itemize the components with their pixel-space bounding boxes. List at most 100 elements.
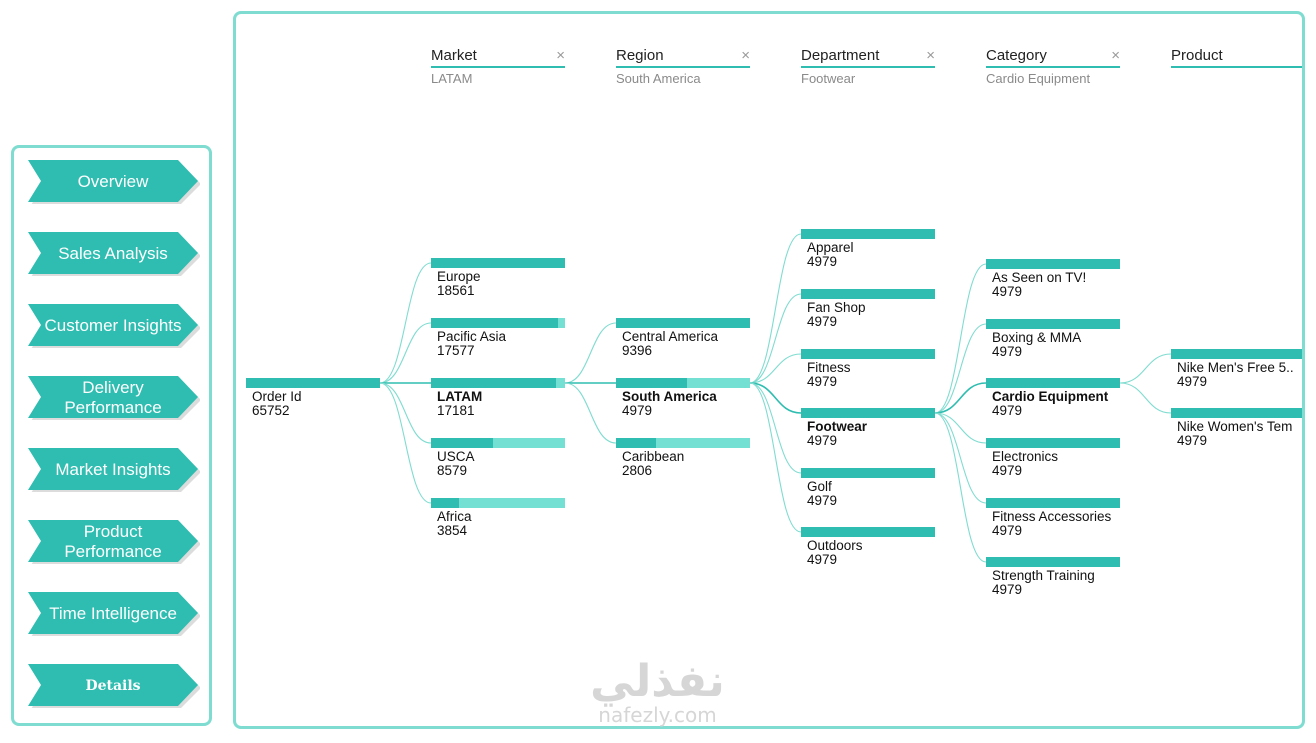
nav-arrow-shape	[28, 376, 200, 420]
node-bar	[986, 378, 1120, 388]
node-bar	[801, 229, 935, 239]
tree-node-region[interactable]: Caribbean 2806	[616, 438, 750, 478]
close-icon[interactable]: ×	[1111, 47, 1120, 64]
connector-line	[749, 293, 802, 384]
connector-line	[934, 263, 987, 414]
nav-button-details[interactable]: Details	[28, 664, 200, 708]
tree-node-market[interactable]: LATAM 17181	[431, 378, 565, 418]
node-label: Boxing & MMA	[992, 331, 1082, 345]
node-value: 4979	[807, 254, 838, 269]
tree-node-department[interactable]: Footwear 4979	[801, 408, 935, 448]
node-label: Central America	[622, 330, 719, 344]
nav-arrow-shape	[28, 304, 200, 348]
nav-button-time-intelligence[interactable]: Time Intelligence	[28, 592, 200, 636]
node-bar-remainder	[459, 498, 565, 508]
tree-node-region[interactable]: South America 4979	[616, 378, 750, 418]
nav-arrow-shape	[28, 160, 200, 204]
tree-node-root[interactable]: Order Id 65752	[246, 378, 380, 418]
connector-line	[379, 382, 432, 504]
node-value: 3854	[437, 523, 468, 538]
node-label: USCA	[437, 450, 475, 464]
close-icon[interactable]: ×	[741, 47, 750, 64]
tree-node-product[interactable]: Nike Women's Tem 4979	[1171, 408, 1302, 448]
tree-node-category[interactable]: As Seen on TV! 4979	[986, 259, 1120, 299]
watermark: نفذلي nafezly.com	[575, 660, 740, 727]
connector-line	[564, 322, 617, 384]
node-label: Order Id	[252, 390, 302, 404]
node-label: Strength Training	[992, 569, 1095, 583]
node-label: Fitness Accessories	[992, 510, 1112, 524]
tree-node-category[interactable]: Strength Training 4979	[986, 557, 1120, 597]
nav-button-market-insights[interactable]: Market Insights	[28, 448, 200, 492]
tree-node-market[interactable]: USCA 8579	[431, 438, 565, 478]
node-bar	[801, 349, 935, 359]
tree-node-category[interactable]: Fitness Accessories 4979	[986, 498, 1120, 538]
level-filter-value: Cardio Equipment	[986, 71, 1091, 86]
connector-line	[749, 382, 802, 414]
node-bar	[431, 378, 565, 388]
node-label: Caribbean	[622, 450, 685, 464]
connector-line	[934, 412, 987, 504]
tree-node-category[interactable]: Electronics 4979	[986, 438, 1120, 478]
node-label: Golf	[807, 480, 832, 494]
connector-line	[749, 382, 802, 533]
node-value: 4979	[1177, 374, 1208, 389]
node-label: Electronics	[992, 450, 1059, 464]
nav-button-delivery-performance[interactable]: Delivery Performance	[28, 376, 200, 420]
nav-arrow-shape	[28, 520, 200, 564]
node-bar	[986, 557, 1120, 567]
node-bar	[986, 498, 1120, 508]
tree-node-region[interactable]: Central America 9396	[616, 318, 750, 358]
nav-button-label: Time Intelligence	[49, 604, 177, 623]
nav-button-label: Overview	[77, 172, 149, 191]
tree-node-department[interactable]: Golf 4979	[801, 468, 935, 508]
nav-button-label: Sales Analysis	[58, 244, 168, 263]
node-label: South America	[622, 390, 717, 404]
node-bar	[986, 438, 1120, 448]
tree-node-market[interactable]: Africa 3854	[431, 498, 565, 538]
node-bar-remainder	[687, 378, 750, 388]
nav-arrow-shape	[28, 664, 200, 708]
node-bar	[801, 527, 935, 537]
tree-node-department[interactable]: Fan Shop 4979	[801, 289, 935, 329]
node-label: Nike Women's Tem	[1177, 420, 1293, 434]
node-bar	[1171, 408, 1302, 418]
tree-node-department[interactable]: Outdoors 4979	[801, 527, 935, 567]
tree-node-category[interactable]: Boxing & MMA 4979	[986, 319, 1120, 359]
tree-node-market[interactable]: Pacific Asia 17577	[431, 318, 565, 358]
nav-button-product-performance[interactable]: Product Performance	[28, 520, 200, 564]
nav-button-sales-analysis[interactable]: Sales Analysis	[28, 232, 200, 276]
tree-node-market[interactable]: Europe 18561	[431, 258, 565, 298]
node-bar	[986, 319, 1120, 329]
node-value: 65752	[252, 403, 290, 418]
decomposition-tree-panel: Market × LATAM Region × South America Departme…	[233, 11, 1305, 729]
nav-button-label: Details	[85, 678, 141, 694]
tree-node-category[interactable]: Cardio Equipment 4979	[986, 378, 1120, 418]
connector-line	[749, 382, 802, 474]
node-bar-remainder	[493, 438, 565, 448]
node-value: 17181	[437, 403, 475, 418]
node-bar	[801, 468, 935, 478]
connector-line	[934, 412, 987, 563]
node-label: Footwear	[807, 420, 868, 434]
node-bar	[986, 259, 1120, 269]
node-label: Africa	[437, 510, 472, 524]
node-label: Europe	[437, 270, 481, 284]
tree-node-department[interactable]: Fitness 4979	[801, 349, 935, 389]
node-value: 17577	[437, 343, 475, 358]
nav-button-customer-insights[interactable]: Customer Insights	[28, 304, 200, 348]
connector-line	[379, 262, 432, 384]
close-icon[interactable]: ×	[926, 47, 935, 64]
close-icon[interactable]: ×	[556, 47, 565, 64]
level-title: Market	[431, 46, 565, 68]
node-value: 18561	[437, 283, 475, 298]
node-value: 4979	[992, 284, 1023, 299]
tree-node-department[interactable]: Apparel 4979	[801, 229, 935, 269]
nav-button-overview[interactable]: Overview	[28, 160, 200, 204]
connector-line	[934, 382, 987, 414]
level-title: Region	[616, 46, 750, 68]
tree-node-product[interactable]: Nike Men's Free 5.. 4979	[1171, 349, 1302, 389]
node-value: 2806	[622, 463, 653, 478]
node-label: Nike Men's Free 5..	[1177, 361, 1294, 375]
node-value: 4979	[992, 344, 1023, 359]
